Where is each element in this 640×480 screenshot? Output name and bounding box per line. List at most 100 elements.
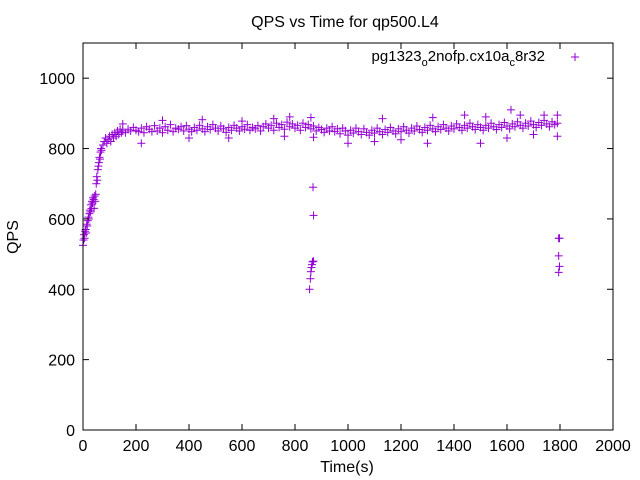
data-point [253, 121, 262, 130]
data-point [82, 228, 91, 237]
data-point [333, 124, 342, 133]
data-point [370, 129, 379, 138]
data-point [397, 127, 405, 136]
data-point [240, 125, 249, 134]
data-point [554, 268, 563, 277]
data-point [553, 119, 562, 128]
plot-frame [82, 42, 614, 431]
chart-title: QPS vs Time for qp500.L4 [251, 14, 439, 31]
data-point [476, 139, 485, 148]
data-point [305, 285, 314, 294]
data-point [506, 105, 515, 114]
data-point [349, 129, 358, 138]
y-tick-label: 800 [48, 142, 75, 159]
data-point [283, 118, 292, 127]
data-point [304, 120, 313, 129]
x-tick-label: 2000 [595, 438, 631, 455]
data-point [444, 126, 453, 135]
x-tick-label: 600 [229, 438, 256, 455]
data-point [418, 128, 427, 137]
data-point [269, 114, 278, 123]
data-point [155, 124, 164, 133]
data-point [554, 251, 563, 260]
data-point [85, 209, 94, 218]
data-point [224, 133, 233, 142]
data-point [243, 120, 252, 129]
data-point [158, 128, 167, 137]
data-point [93, 176, 102, 185]
data-point [267, 121, 276, 130]
data-point [320, 128, 329, 137]
data-point [370, 137, 379, 146]
data-point [147, 127, 156, 136]
data-point [137, 124, 146, 133]
legend-label-subscript: o [422, 57, 428, 69]
data-point [553, 132, 562, 141]
data-point [177, 122, 186, 131]
x-tick-label: 1400 [436, 438, 472, 455]
data-point [102, 139, 111, 148]
legend-label-part: 2nofp.cx10a [428, 48, 510, 65]
data-point [288, 119, 297, 128]
data-point [91, 197, 100, 206]
data-point [97, 146, 106, 155]
data-point [83, 221, 92, 230]
data-point [298, 119, 307, 128]
data-point [436, 125, 445, 134]
data-point [309, 211, 318, 220]
data-point [277, 120, 286, 129]
x-tick-label: 1600 [489, 438, 525, 455]
data-point [272, 119, 281, 128]
data-point [84, 213, 93, 222]
x-tick-label: 1800 [542, 438, 578, 455]
data-point [309, 257, 318, 266]
data-point [80, 234, 89, 243]
data-point [423, 126, 432, 135]
data-point [137, 139, 146, 148]
data-point [503, 133, 511, 142]
data-point [555, 234, 564, 243]
data-point [98, 141, 107, 150]
legend-label-part: pg1323 [372, 48, 422, 65]
y-axis-ticks: 0 200 400 600 800 1000 [39, 71, 613, 440]
data-point [81, 227, 90, 236]
y-tick-label: 0 [66, 423, 75, 440]
data-point [256, 126, 265, 135]
data-point [80, 230, 89, 239]
x-tick-label: 200 [123, 438, 150, 455]
y-tick-label: 600 [48, 212, 75, 229]
data-point [404, 129, 413, 138]
data-point [90, 192, 99, 201]
data-point [540, 111, 549, 120]
x-tick-label: 1200 [383, 438, 419, 455]
data-point [97, 144, 106, 153]
data-point [397, 135, 405, 144]
data-point [505, 124, 514, 133]
data-point [492, 125, 501, 134]
data-point [185, 133, 193, 142]
data-point [481, 112, 490, 121]
data-point [280, 125, 289, 134]
data-point [94, 158, 103, 167]
data-point [450, 124, 458, 133]
legend-label-part: 8r32 [515, 48, 545, 65]
legend-label: pg1323o2nofp.cx10ac8r32 [372, 48, 545, 69]
data-point [471, 125, 480, 134]
data-point [325, 126, 334, 135]
data-point [296, 126, 305, 135]
data-point [423, 139, 432, 148]
data-point [341, 126, 350, 135]
data-point [96, 148, 105, 157]
data-point [306, 274, 315, 283]
data-point [532, 123, 541, 132]
data-point [222, 128, 231, 137]
data-point [91, 190, 100, 199]
data-point [497, 123, 506, 132]
data-point [95, 155, 104, 164]
data-point [285, 112, 294, 121]
data-points [79, 105, 564, 294]
data-point [309, 183, 318, 192]
data-point [537, 121, 546, 130]
data-point [238, 117, 246, 126]
legend-plus-marker [571, 53, 579, 61]
